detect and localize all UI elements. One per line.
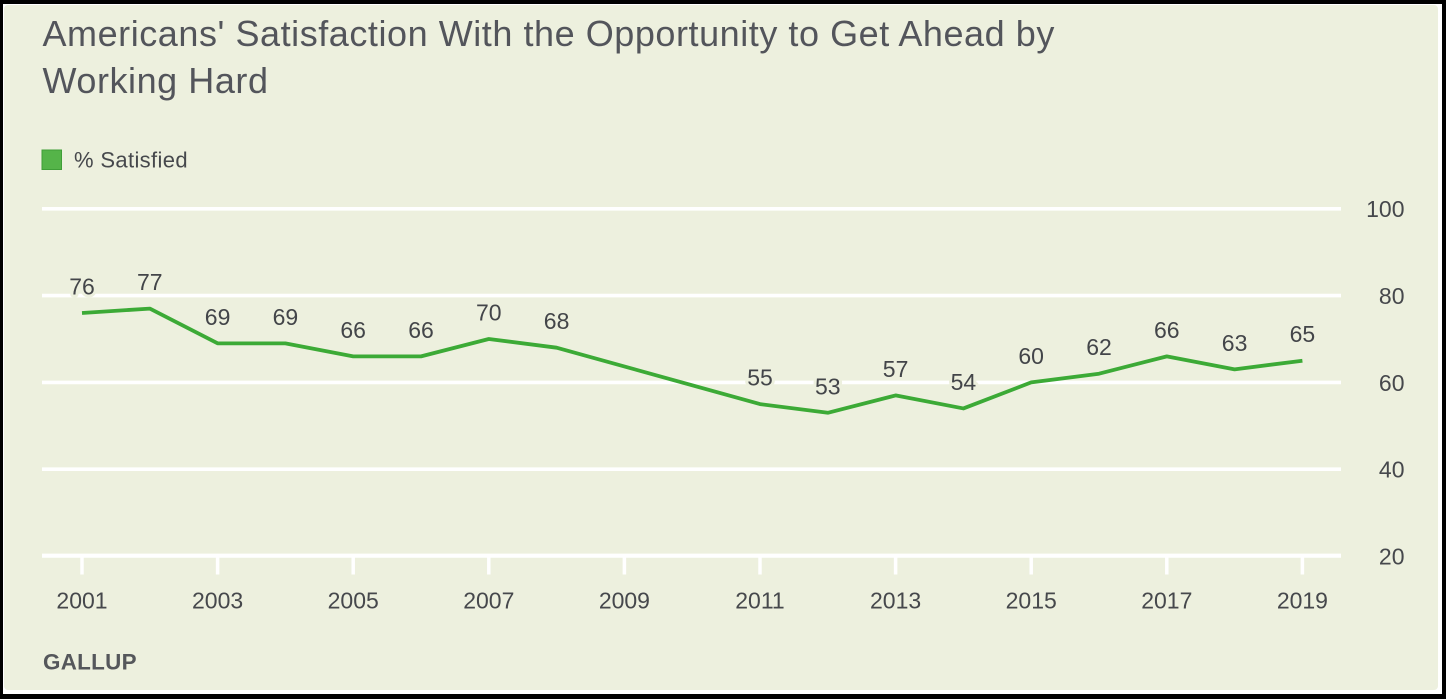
svg-text:69: 69	[273, 304, 299, 330]
svg-text:66: 66	[408, 317, 434, 343]
svg-text:GALLUP: GALLUP	[43, 650, 137, 675]
svg-text:76: 76	[69, 274, 95, 300]
svg-text:80: 80	[1379, 283, 1405, 309]
svg-text:66: 66	[1154, 317, 1180, 343]
svg-text:63: 63	[1222, 330, 1248, 356]
svg-text:65: 65	[1290, 321, 1316, 347]
svg-text:2007: 2007	[463, 588, 514, 614]
svg-text:62: 62	[1086, 334, 1112, 360]
svg-text:53: 53	[815, 373, 841, 399]
svg-text:2003: 2003	[192, 588, 243, 614]
svg-text:% Satisfied: % Satisfied	[74, 148, 188, 173]
svg-text:55: 55	[747, 365, 773, 391]
svg-text:77: 77	[137, 269, 163, 295]
svg-text:68: 68	[544, 308, 570, 334]
svg-text:57: 57	[883, 356, 909, 382]
svg-text:70: 70	[476, 300, 502, 326]
svg-text:Working Hard: Working Hard	[43, 60, 269, 101]
svg-text:2017: 2017	[1141, 588, 1192, 614]
svg-text:2005: 2005	[328, 588, 379, 614]
svg-text:60: 60	[1379, 370, 1405, 396]
svg-text:40: 40	[1379, 457, 1405, 483]
svg-text:66: 66	[340, 317, 366, 343]
svg-text:2015: 2015	[1006, 588, 1057, 614]
svg-text:Americans' Satisfaction With t: Americans' Satisfaction With the Opportu…	[43, 13, 1055, 54]
svg-text:100: 100	[1366, 196, 1404, 222]
svg-text:2011: 2011	[735, 588, 784, 614]
svg-text:69: 69	[205, 304, 231, 330]
svg-text:2009: 2009	[599, 588, 650, 614]
svg-text:20: 20	[1379, 543, 1405, 569]
svg-text:2019: 2019	[1277, 588, 1328, 614]
svg-text:60: 60	[1018, 343, 1044, 369]
svg-text:2013: 2013	[870, 588, 921, 614]
svg-text:54: 54	[951, 369, 977, 395]
svg-text:2001: 2001	[56, 588, 107, 614]
